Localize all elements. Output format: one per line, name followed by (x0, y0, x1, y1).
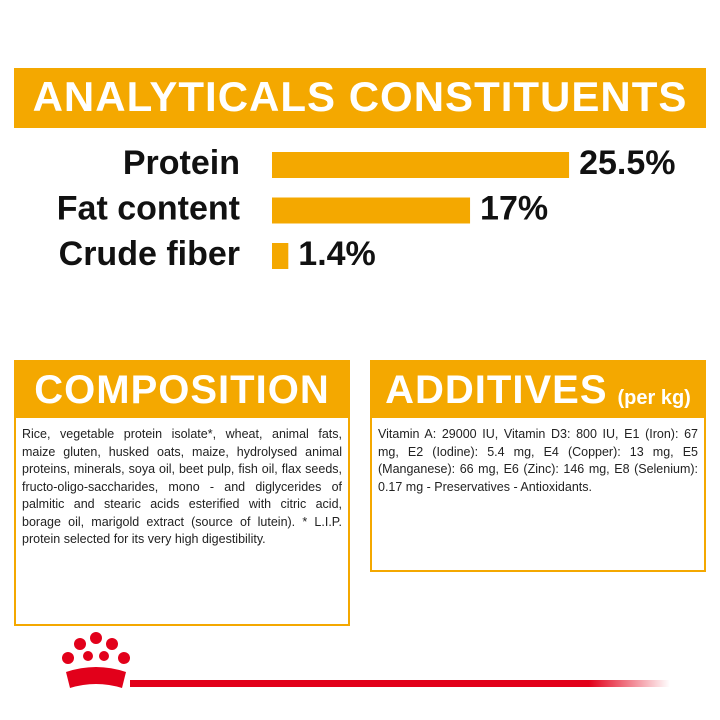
additives-title: ADDITIVES (385, 367, 608, 412)
category-label: Crude fiber (59, 235, 240, 273)
title-band (14, 68, 706, 128)
bar (272, 152, 570, 178)
additives-header: ADDITIVES (per kg) (372, 362, 704, 418)
category-label: Protein (123, 144, 240, 182)
chart: ANALYTICALS CONSTITUENTS Protein 25.5% Fat… (14, 68, 706, 273)
brand-logo (62, 632, 130, 688)
value-label: 1.4% (298, 235, 376, 273)
additives-box: ADDITIVES (per kg) Vitamin A: 29000 IU, … (370, 360, 706, 572)
bar (272, 197, 471, 224)
composition-title: COMPOSITION (34, 367, 330, 412)
composition-text: Rice, vegetable protein isolate*, wheat,… (22, 427, 342, 546)
chart-title: ANALYTICALS CONSTITUENTS (33, 73, 688, 120)
value-label: 25.5% (579, 144, 675, 182)
composition-header: COMPOSITION (16, 362, 348, 418)
additives-unit: (per kg) (617, 386, 691, 409)
composition-box: COMPOSITION Rice, vegetable protein isol… (14, 360, 350, 626)
value-label: 17% (480, 189, 548, 227)
brand-footer (62, 632, 670, 688)
brand-line (130, 680, 670, 687)
bar (272, 243, 289, 269)
additives-text: Vitamin A: 29000 IU, Vitamin D3: 800 IU,… (378, 427, 698, 494)
category-label: Fat content (57, 189, 240, 227)
